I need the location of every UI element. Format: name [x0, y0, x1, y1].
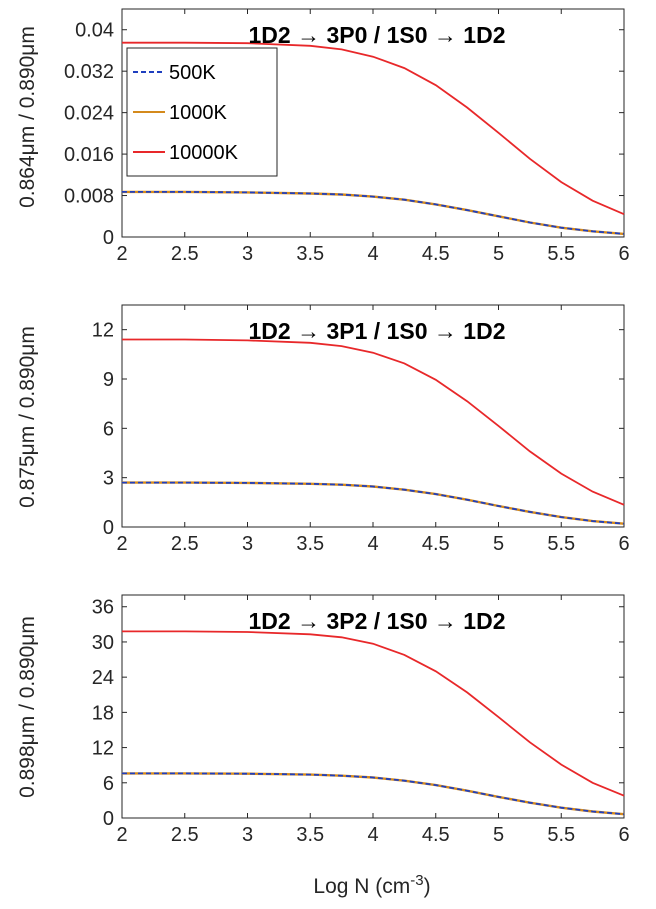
x-tick-label: 3.5 — [296, 824, 324, 846]
x-tick-label: 3 — [242, 533, 253, 555]
x-tick-label: 4 — [367, 533, 378, 555]
panel-3p1: 2 2.5 3 3.5 4 4.5 5 5.5 6 0 3 6 9 12 1D2 → 3P1 / 1S0 →… — [16, 304, 630, 555]
y-axis-label: 0.864μm / 0.890μm — [16, 26, 39, 208]
y-tick-label: 0.024 — [64, 103, 114, 125]
y-tick-label: 0.016 — [64, 144, 114, 166]
x-axis-label: Log N (cm-3) — [313, 872, 430, 898]
y-tick-label: 0 — [103, 808, 114, 830]
x-tick-label: 4 — [367, 243, 378, 265]
y-tick-label: 6 — [103, 418, 114, 440]
y-tick-label: 12 — [92, 320, 114, 342]
x-tick-label: 3 — [242, 243, 253, 265]
series-line-1000k — [122, 772, 625, 816]
x-axis-label-main: Log N (cm — [313, 875, 410, 898]
series-line-500k — [122, 190, 625, 235]
legend-label-10000k: 10000K — [169, 142, 239, 164]
legend-label-500k: 500K — [169, 62, 216, 84]
x-tick-label: 6 — [618, 824, 629, 846]
series-line-1000k — [122, 190, 625, 236]
chart-title: 1D2 → 3P2 / 1S0 → 1D2 — [249, 608, 506, 634]
series-line-500k — [122, 772, 625, 816]
x-tick-label: 5.5 — [547, 824, 575, 846]
series-line-10000k — [122, 41, 625, 216]
x-tick-label: 2.5 — [171, 824, 199, 846]
x-tick-label: 5 — [493, 824, 504, 846]
x-tick-label: 4.5 — [422, 533, 450, 555]
x-tick-label: 3.5 — [296, 243, 324, 265]
x-tick-label: 5.5 — [547, 243, 575, 265]
series-line-1000k — [122, 481, 625, 525]
x-tick-label: 4.5 — [422, 243, 450, 265]
y-axis-label: 0.898μm / 0.890μm — [16, 616, 39, 798]
y-tick-label: 0.032 — [64, 61, 114, 83]
x-tick-label: 5 — [493, 533, 504, 555]
panel-3p0: 2 2.5 3 3.5 4 4.5 5 5.5 6 0 0.008 0.016 0.024 0.032 0.… — [16, 8, 630, 265]
x-axis-label-superscript: -3 — [410, 872, 423, 889]
x-tick-label: 2 — [116, 243, 127, 265]
x-tick-label: 5 — [493, 243, 504, 265]
x-axis-label-suffix: ) — [424, 875, 431, 898]
x-tick-label: 2.5 — [171, 533, 199, 555]
x-tick-label: 2.5 — [171, 243, 199, 265]
x-tick-label: 5.5 — [547, 533, 575, 555]
x-tick-label: 2 — [116, 824, 127, 846]
y-tick-label: 30 — [92, 632, 114, 654]
x-tick-label: 3 — [242, 824, 253, 846]
chart-title: 1D2 → 3P0 / 1S0 → 1D2 — [249, 22, 506, 48]
y-tick-label: 3 — [103, 468, 114, 490]
x-tick-label: 3.5 — [296, 533, 324, 555]
chart-title: 1D2 → 3P1 / 1S0 → 1D2 — [249, 318, 506, 344]
series-line-10000k — [122, 630, 625, 797]
x-tick-label: 4 — [367, 824, 378, 846]
y-tick-label: 12 — [92, 738, 114, 760]
x-tick-label: 4.5 — [422, 824, 450, 846]
y-tick-label: 24 — [92, 667, 114, 689]
y-axis-label: 0.875μm / 0.890μm — [16, 326, 39, 508]
x-tick-label: 6 — [618, 533, 629, 555]
legend-label-1000k: 1000K — [169, 102, 227, 124]
x-tick-label: 6 — [618, 243, 629, 265]
series-line-500k — [122, 481, 625, 525]
y-tick-label: 6 — [103, 773, 114, 795]
y-tick-label: 9 — [103, 369, 114, 391]
panel-3p2: 2 2.5 3 3.5 4 4.5 5 5.5 6 0 6 12 18 24 30 36 1D2 → 3P2 /… — [16, 594, 630, 846]
y-tick-label: 18 — [92, 702, 114, 724]
legend: 500K 1000K 10000K — [126, 47, 278, 177]
y-tick-label: 0 — [103, 517, 114, 539]
y-tick-label: 36 — [92, 597, 114, 619]
y-tick-label: 0.04 — [75, 20, 114, 42]
x-tick-label: 2 — [116, 533, 127, 555]
y-tick-label: 0 — [103, 227, 114, 249]
y-tick-label: 0.008 — [64, 186, 114, 208]
series-line-10000k — [122, 338, 625, 506]
